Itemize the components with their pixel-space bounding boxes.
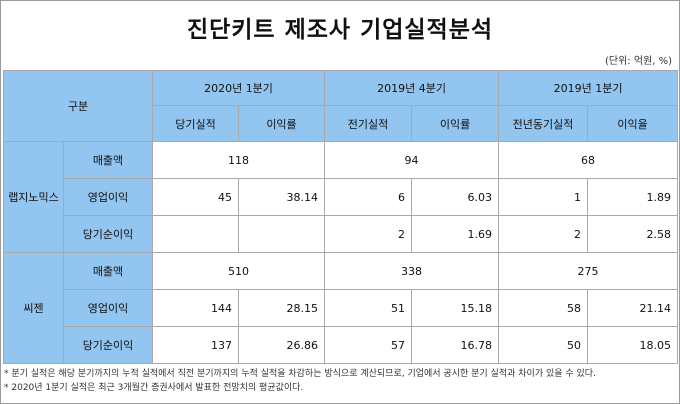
value-cell: 26.86 — [237, 326, 326, 364]
value-cell: 15.18 — [411, 289, 500, 327]
revenue-cell: 68 — [498, 141, 679, 179]
value-cell: 2.58 — [587, 215, 679, 253]
header-metric: 이익율 — [587, 105, 679, 142]
value-cell: 51 — [324, 289, 413, 327]
revenue-cell: 94 — [324, 141, 500, 179]
value-cell: 6.03 — [411, 178, 500, 216]
value-cell: 28.15 — [237, 289, 326, 327]
header-period-2020q1: 2020년 1분기 — [151, 70, 326, 106]
value-cell: 38.14 — [237, 178, 326, 216]
value-cell: 45 — [152, 178, 239, 216]
earnings-table: 구분 2020년 1분기 2019년 4분기 2019년 1분기 당기실적 이익… — [3, 70, 679, 364]
row-label: 매출액 — [63, 141, 153, 179]
value-cell: 144 — [152, 289, 239, 327]
value-cell — [237, 215, 326, 253]
header-period-2019q4: 2019년 4분기 — [324, 70, 500, 106]
table-row: 영업이익 144 28.15 51 15.18 58 21.14 — [4, 289, 679, 327]
table-row: 랩지노믹스 매출액 118 94 68 — [3, 141, 679, 253]
footnotes: * 분기 실적은 해당 분기까지의 누적 실적에서 직전 분기까지의 누적 실적… — [4, 367, 596, 395]
value-cell: 6 — [324, 178, 413, 216]
row-label: 영업이익 — [63, 289, 153, 327]
value-cell: 16.78 — [411, 326, 500, 364]
header-metric: 전기실적 — [324, 105, 413, 142]
header-metric: 이익률 — [411, 105, 500, 142]
footnote: * 분기 실적은 해당 분기까지의 누적 실적에서 직전 분기까지의 누적 실적… — [4, 369, 596, 379]
company-name: 씨젠 — [3, 252, 64, 364]
value-cell: 1.89 — [587, 178, 679, 216]
value-cell: 50 — [498, 326, 589, 364]
company-name: 랩지노믹스 — [3, 141, 64, 253]
row-label: 매출액 — [63, 252, 153, 290]
header-metric: 이익률 — [237, 105, 326, 142]
page-title: 진단키트 제조사 기업실적분석 — [186, 17, 494, 43]
row-label: 당기순이익 — [63, 215, 153, 253]
value-cell: 58 — [498, 289, 589, 327]
value-cell: 1.69 — [411, 215, 500, 253]
header-metric: 당기실적 — [152, 105, 239, 142]
value-cell: 57 — [324, 326, 413, 364]
revenue-cell: 275 — [498, 252, 679, 290]
value-cell: 21.14 — [587, 289, 679, 327]
table-row: 씨젠 매출액 510 338 275 — [3, 252, 679, 364]
header-period-2019q1: 2019년 1분기 — [498, 70, 679, 106]
revenue-cell: 338 — [324, 252, 500, 290]
unit-note: (단위: 억원, %) — [604, 56, 672, 67]
value-cell: 2 — [324, 215, 413, 253]
revenue-cell: 510 — [151, 252, 326, 290]
value-cell: 1 — [498, 178, 589, 216]
value-cell: 18.05 — [587, 326, 679, 364]
value-cell: 137 — [152, 326, 239, 364]
value-cell — [152, 215, 239, 253]
footnote: * 2020년 1분기 실적은 최근 3개월간 증권사에서 발표한 전망치의 평… — [4, 383, 304, 393]
table-row: 당기순이익 2 1.69 2 2.58 — [4, 215, 679, 253]
header-metric: 전년동기실적 — [498, 105, 589, 142]
table-row: 당기순이익 137 26.86 57 16.78 50 18.05 — [4, 326, 679, 364]
value-cell: 2 — [498, 215, 589, 253]
row-label: 영업이익 — [63, 178, 153, 216]
row-label: 당기순이익 — [63, 326, 153, 364]
header-corner: 구분 — [3, 70, 153, 142]
revenue-cell: 118 — [151, 141, 326, 179]
table-row: 영업이익 45 38.14 6 6.03 1 1.89 — [4, 178, 679, 216]
